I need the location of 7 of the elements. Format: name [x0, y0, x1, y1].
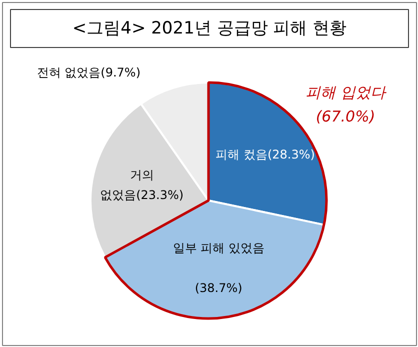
- slice-label: 거의 없었음(23.3%): [100, 168, 184, 202]
- slice-label: 전혀 없었음(9.7%): [36, 66, 141, 80]
- chart-title: <그림4> 2021년 공급망 피해 현황: [72, 18, 347, 38]
- slice-label: 피해 컸음(28.3%): [216, 147, 315, 162]
- data-label: (38.7%): [194, 281, 242, 296]
- text: 피해 입었다 (67.0%): [306, 84, 386, 126]
- slice-label: 일부 피해 있었음: [172, 241, 264, 256]
